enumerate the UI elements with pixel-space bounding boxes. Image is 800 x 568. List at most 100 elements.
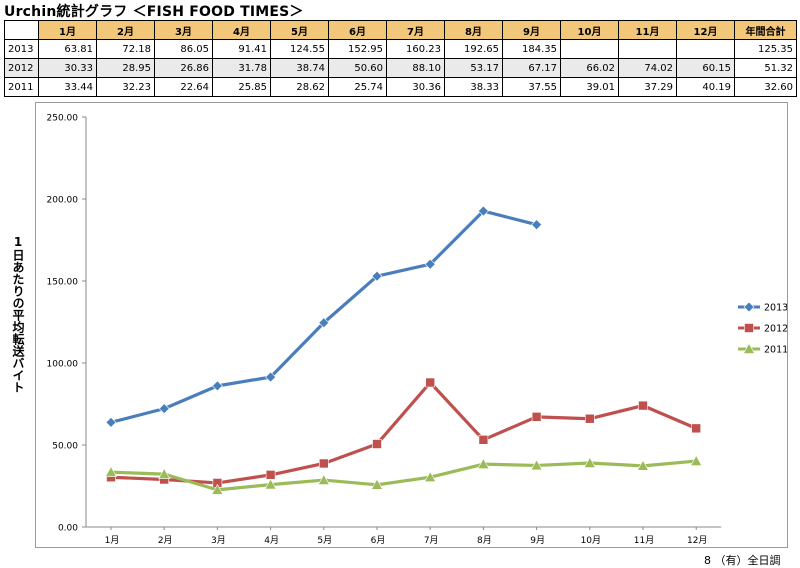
table-cell: 39.01 [560, 77, 619, 97]
row-year: 2013 [4, 39, 39, 59]
x-tick-label: 11月 [634, 535, 654, 546]
x-tick-label: 7月 [424, 535, 439, 546]
table-cell [676, 39, 735, 59]
column-header: 5月 [270, 20, 329, 40]
column-header: 11月 [618, 20, 677, 40]
row-total: 51.32 [734, 58, 797, 78]
table-cell: 37.55 [502, 77, 561, 97]
data-point-2012 [531, 412, 542, 422]
series-line-2013 [110, 209, 537, 424]
column-header: 10月 [560, 20, 619, 40]
table-cell: 22.64 [154, 77, 213, 97]
data-point-2011 [370, 478, 384, 490]
series-line-2012 [110, 380, 697, 485]
table-cell: 26.86 [154, 58, 213, 78]
y-tick-label: 150.00 [47, 278, 79, 288]
table-cell [560, 39, 619, 59]
table-cell: 74.02 [618, 58, 677, 78]
data-point-2013 [531, 219, 543, 231]
data-point-2013 [318, 317, 330, 329]
table-cell: 38.74 [270, 58, 329, 78]
data-point-2013 [424, 258, 436, 270]
legend-marker-2011 [742, 342, 756, 354]
table-cell: 37.29 [618, 77, 677, 97]
data-point-2012 [478, 435, 489, 445]
table-cell [618, 39, 677, 59]
y-axis-label: 1日あたりの平均転送バイト [11, 235, 25, 393]
table-cell: 91.41 [212, 39, 271, 59]
row-total: 125.35 [734, 39, 797, 59]
table-cell: 88.10 [386, 58, 445, 78]
data-point-2012 [265, 470, 276, 480]
data-point-2013 [211, 380, 223, 392]
x-tick-label: 10月 [581, 535, 601, 546]
data-point-2012 [638, 400, 648, 411]
table-cell: 28.62 [270, 77, 329, 97]
table-cell: 160.23 [386, 39, 445, 59]
x-tick-label: 12月 [687, 535, 707, 546]
x-tick-label: 3月 [211, 535, 226, 546]
data-point-2011 [477, 458, 490, 469]
x-tick-label: 1月 [105, 535, 120, 546]
data-point-2012 [425, 377, 436, 388]
legend-marker-2012 [744, 323, 754, 333]
row-year: 2012 [4, 58, 39, 78]
data-point-2013 [265, 371, 277, 383]
column-header: 3月 [154, 20, 213, 40]
data-point-2011 [636, 459, 650, 471]
column-header: 8月 [444, 20, 503, 40]
data-point-2012 [318, 458, 329, 469]
data-point-2011 [690, 454, 703, 466]
column-header-total: 年間合計 [734, 20, 797, 40]
table-cell: 38.33 [444, 77, 503, 97]
table-cell: 33.44 [38, 77, 97, 97]
table-cell: 53.17 [444, 58, 503, 78]
column-header: 12月 [676, 20, 735, 40]
data-point-2011 [158, 468, 171, 479]
y-tick-label: 50.00 [52, 442, 78, 452]
y-tick-label: 250.00 [47, 114, 79, 124]
table-corner-cell [4, 20, 39, 40]
legend-label-2012: 2012 [764, 324, 787, 335]
x-tick-label: 8月 [477, 535, 492, 546]
data-point-2011 [317, 473, 330, 485]
table-row: 2012 30.33 28.95 26.86 31.78 38.74 50.60… [4, 58, 797, 78]
series-line-2011 [110, 459, 697, 492]
table-cell: 60.15 [676, 58, 735, 78]
data-point-2013 [477, 205, 489, 217]
table-cell: 67.17 [502, 58, 561, 78]
x-tick-label: 9月 [530, 535, 545, 546]
page-title: Urchin統計グラフ ＜FISH FOOD TIMES＞ [4, 4, 304, 20]
table-cell: 86.05 [154, 39, 213, 59]
row-total: 32.60 [734, 77, 797, 97]
legend-label-2013: 2013 [764, 303, 787, 314]
y-tick-label: 100.00 [47, 360, 79, 370]
row-year: 2011 [4, 77, 39, 97]
table-row: 2011 33.44 32.23 22.64 25.85 28.62 25.74… [4, 77, 797, 97]
table-cell: 32.23 [96, 77, 155, 97]
data-point-2013 [158, 403, 170, 415]
table-cell: 124.55 [270, 39, 329, 59]
table-cell: 30.33 [38, 58, 97, 78]
column-header: 7月 [386, 20, 445, 40]
footer-note: 8 （有）全日調 [704, 554, 781, 567]
table-cell: 40.19 [676, 77, 735, 97]
data-point-2012 [372, 439, 382, 449]
table-cell: 31.78 [212, 58, 271, 78]
table-cell: 25.74 [328, 77, 387, 97]
column-header: 1月 [38, 20, 97, 40]
data-point-2011 [583, 456, 596, 468]
column-header: 6月 [328, 20, 387, 40]
table-cell: 184.35 [502, 39, 561, 59]
legend-label-2011: 2011 [764, 345, 787, 356]
y-tick-label: 200.00 [47, 196, 79, 206]
table-cell: 192.65 [444, 39, 503, 59]
data-point-2011 [424, 471, 437, 483]
table-cell: 50.60 [328, 58, 387, 78]
x-tick-label: 6月 [371, 535, 386, 546]
column-header: 9月 [502, 20, 561, 40]
table-cell: 63.81 [38, 39, 97, 59]
data-point-2011 [104, 466, 118, 477]
table-cell: 66.02 [560, 58, 619, 78]
summary-table: 1月 2月 3月 4月 5月 6月 7月 8月 9月 10月 11月 12月 年… [4, 20, 797, 97]
